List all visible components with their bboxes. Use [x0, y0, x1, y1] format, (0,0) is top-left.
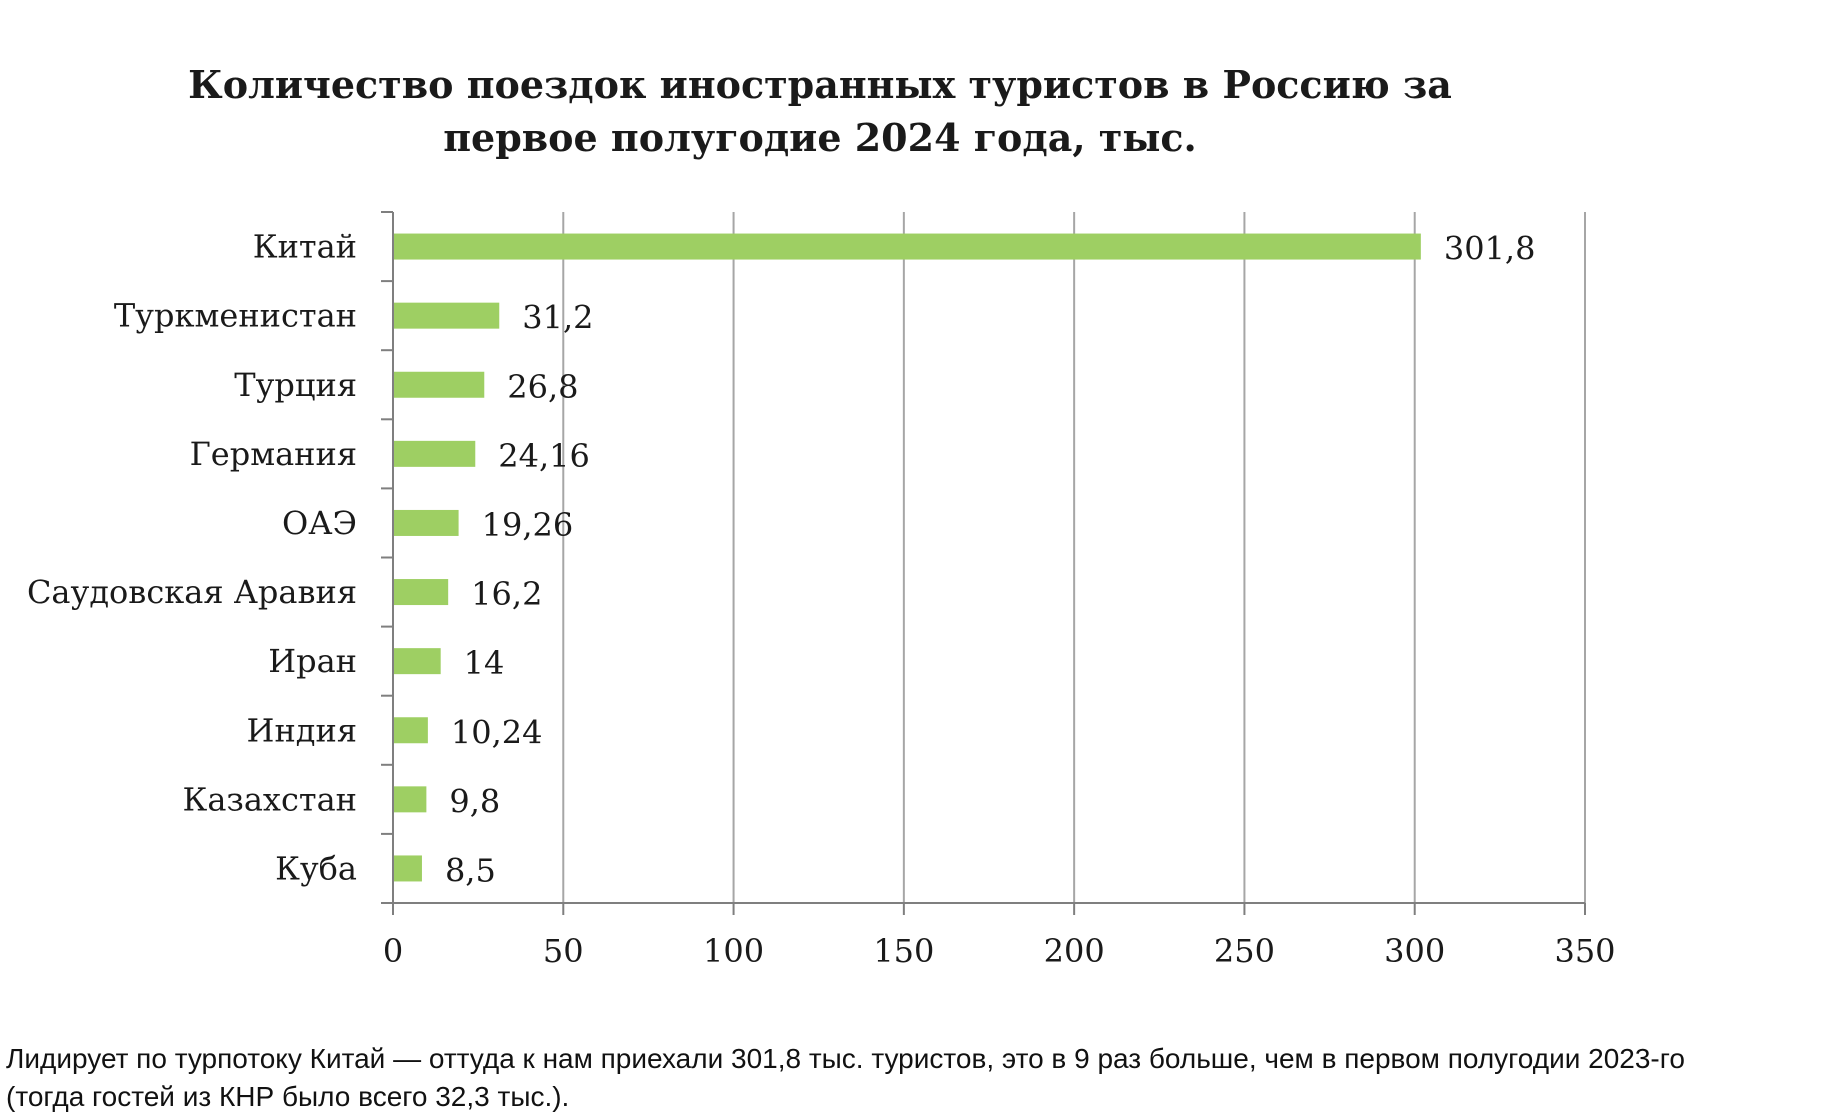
data-label-3: 24,16 — [498, 437, 590, 475]
bar-7 — [394, 717, 428, 744]
grid-lines — [562, 212, 1586, 903]
category-label-7: Индия — [247, 711, 357, 749]
data-label-8: 9,8 — [449, 782, 500, 820]
category-label-6: Иран — [268, 642, 357, 680]
bar-8 — [394, 786, 427, 813]
x-tick-label-0: 0 — [383, 932, 403, 970]
labels: 0 50 100 150 200 250 300 350 Китай 301,8 Туркменис… — [27, 228, 1616, 970]
bar-1 — [394, 302, 500, 329]
x-tick-label-350: 350 — [1554, 932, 1615, 970]
data-label-5: 16,2 — [471, 575, 542, 613]
x-tick-label-50: 50 — [543, 932, 584, 970]
category-label-9: Куба — [275, 849, 357, 887]
category-label-0: Китай — [253, 228, 357, 266]
data-label-1: 31,2 — [522, 299, 593, 337]
data-label-6: 14 — [464, 644, 505, 682]
bar-3 — [394, 440, 476, 467]
bar-6 — [394, 648, 441, 675]
chart-title: Количество поездок иностранных туристов … — [188, 62, 1452, 160]
category-label-3: Германия — [190, 435, 357, 473]
bar-4 — [394, 509, 459, 536]
data-label-7: 10,24 — [451, 713, 543, 751]
x-tick-label-250: 250 — [1214, 932, 1275, 970]
bars — [394, 233, 1421, 882]
category-label-4: ОАЭ — [282, 504, 357, 542]
x-tick-label-200: 200 — [1044, 932, 1105, 970]
bar-5 — [394, 579, 449, 606]
category-label-8: Казахстан — [183, 780, 357, 818]
category-label-1: Туркменистан — [114, 297, 357, 335]
bar-2 — [394, 371, 485, 398]
x-tick-label-300: 300 — [1384, 932, 1445, 970]
x-tick-label-150: 150 — [873, 932, 934, 970]
x-tick-label-100: 100 — [703, 932, 764, 970]
category-label-5: Саудовская Аравия — [27, 573, 357, 611]
data-label-0: 301,8 — [1444, 230, 1536, 268]
bar-9 — [394, 855, 422, 882]
data-label-2: 26,8 — [507, 368, 578, 406]
axes — [381, 211, 1586, 915]
bar-0 — [394, 233, 1421, 260]
category-label-2: Турция — [234, 366, 357, 404]
data-label-9: 8,5 — [445, 851, 496, 889]
bar-chart: 0 50 100 150 200 250 300 350 Китай 301,8 Туркменис… — [27, 211, 1616, 970]
data-label-4: 19,26 — [482, 506, 574, 544]
article-caption: Лидирует по турпотоку Китай — оттуда к н… — [6, 1043, 1685, 1112]
